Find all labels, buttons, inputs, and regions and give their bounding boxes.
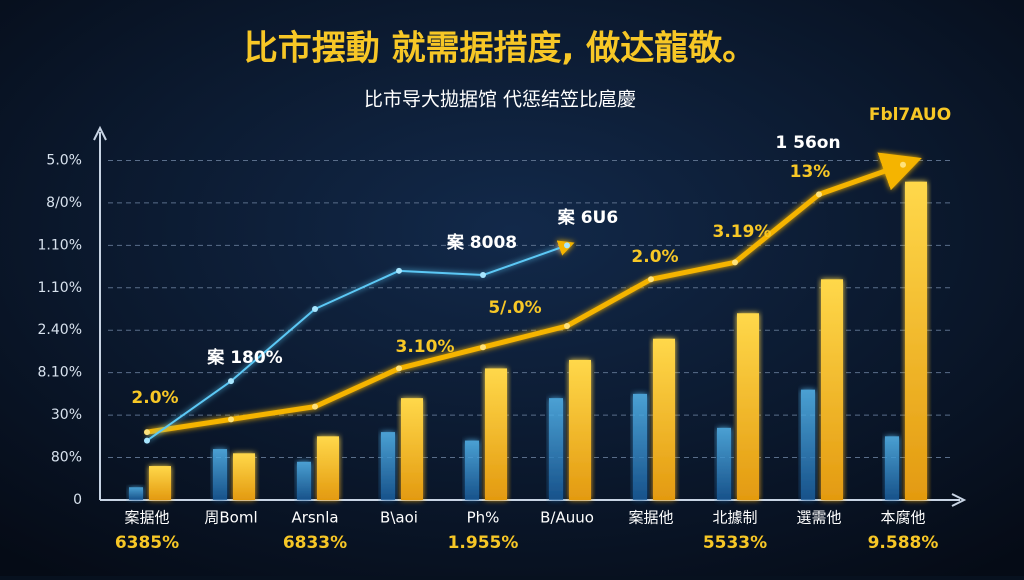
line-point [480,272,486,279]
annotation: 案 8008 [446,232,517,253]
bar [129,487,143,500]
bar [485,368,507,500]
annotation: 2.0% [631,247,678,267]
x-tick-label: 北據制 [712,509,757,527]
bar [717,427,731,500]
y-tick-label: 0 [73,492,82,508]
bar [549,398,563,500]
x-sublabel: 6385% [115,533,179,553]
annotation: 案 6U6 [557,207,618,228]
y-tick-label: 5.0% [46,152,82,168]
bar [905,181,927,501]
annotation: 3.19% [713,222,772,242]
line-point [900,161,906,168]
bar [297,461,311,500]
line-point [144,429,150,436]
bar [381,432,395,500]
chart-title: 比市摆動 就需据措度, 做达龍敬。 [244,29,757,69]
line-point [816,191,822,198]
annotation: 3.10% [396,337,455,357]
x-tick-label: B/Auuo [540,509,594,527]
x-tick-label: Arsnla [291,509,338,527]
bar [317,436,339,500]
line-point [564,322,570,329]
line-point [648,276,654,283]
bar [213,449,227,500]
x-tick-label: 周Boml [204,509,257,527]
y-tick-label: 80% [51,450,82,466]
annotation: 13% [790,162,831,182]
annotation: Fbl7AUO [869,105,951,125]
x-sublabel: 5533% [703,533,767,553]
x-tick-label: 本腐他 [880,509,925,527]
x-sublabel: 9.588% [868,533,939,553]
line-point [480,344,486,351]
annotation: 1 56on [775,133,840,153]
bar [633,393,647,500]
chart-subtitle: 比市导大拋据馆 代惩结笠比扈慶 [364,89,636,111]
line [146,152,922,435]
y-tick-label: 2.40% [38,322,82,338]
y-tick-label: 30% [51,407,82,423]
y-tick-label: 1.10% [38,237,82,253]
line-point [396,365,402,372]
line [146,240,575,442]
x-tick-label: B\aoi [380,509,418,527]
line-point [228,378,234,385]
x-tick-label: 案据他 [628,509,673,527]
annotation: 2.0% [131,388,178,408]
bar [885,436,899,500]
bar [821,279,843,500]
y-tick-label: 8.10% [38,365,82,381]
y-tick-label: 1.10% [38,280,82,296]
annotation: 5/.0% [488,298,541,318]
x-sublabel: 1.955% [448,533,519,553]
x-tick-label: 案据他 [124,509,169,527]
y-axis-arrow [93,125,107,141]
x-tick-label: 選需他 [796,509,841,527]
bar [569,359,591,500]
bar [149,466,171,500]
line-point [732,259,738,266]
line-point [396,267,402,274]
bar [737,313,759,500]
x-sublabel: 6833% [283,533,347,553]
bar [465,440,479,500]
line-point [228,416,234,423]
x-tick-label: Ph% [467,509,500,527]
line-point [312,403,318,410]
line-point [312,306,318,313]
annotation: 案 180% [206,347,282,368]
line-point [564,242,570,249]
x-axis-arrow [951,493,967,507]
bar [653,338,675,500]
line-point [144,437,150,444]
bar [233,453,255,500]
y-tick-label: 8/0% [46,195,82,211]
bar [801,389,815,500]
bar [401,398,423,500]
